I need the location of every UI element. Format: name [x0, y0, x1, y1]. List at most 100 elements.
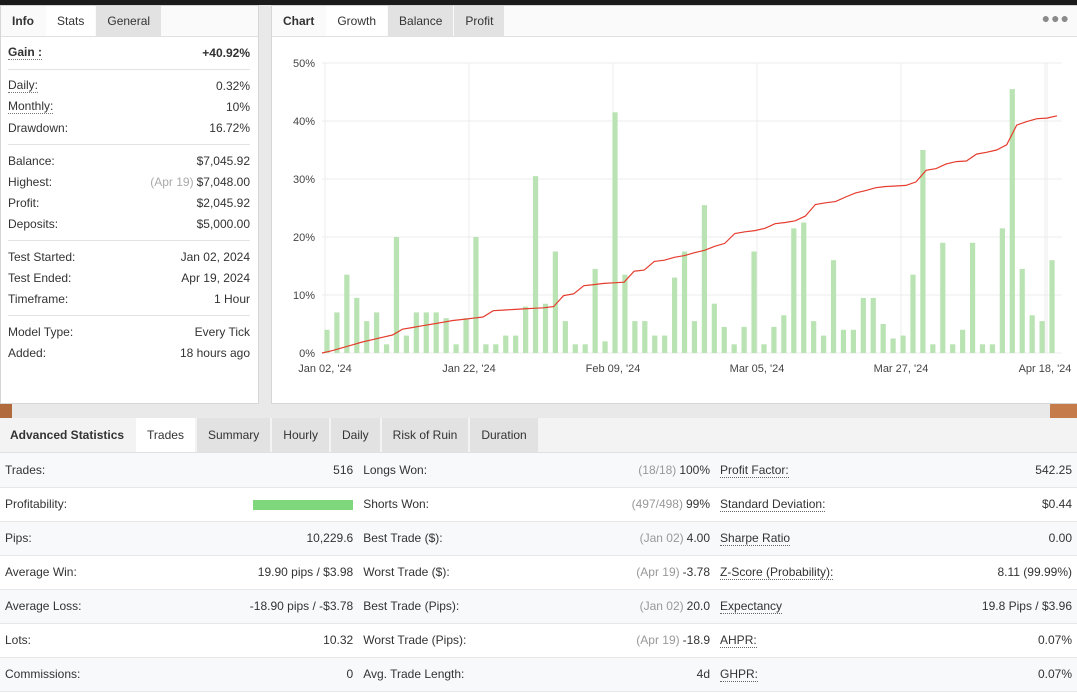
stat-value: (Apr 19) -18.9: [611, 623, 715, 657]
stat-label-text: Shorts Won:: [363, 497, 430, 511]
advanced-stats-table: Trades: 516 Longs Won: (18/18) 100% Profit Fa…: [0, 453, 1077, 692]
stat-value: (18/18) 100%: [611, 453, 715, 487]
test-ended-row: Test Ended: Apr 19, 2024: [8, 267, 250, 288]
stat-label-text[interactable]: Z-Score (Probability):: [720, 565, 834, 580]
chart-bar: [999, 228, 1005, 353]
divider: [8, 240, 250, 241]
gain-label[interactable]: Gain :: [8, 45, 43, 60]
tab-chart[interactable]: Chart: [272, 6, 327, 36]
profit-value: $2,045.92: [196, 195, 250, 210]
chart-bar: [1039, 321, 1045, 353]
chart-bar: [791, 228, 797, 353]
chart-bar: [453, 344, 459, 353]
stat-value-text: 10.32: [323, 633, 354, 647]
stat-label-text: Avg. Trade Length:: [363, 667, 465, 681]
stat-value-text: 0.07%: [1037, 633, 1072, 647]
chart-bar: [811, 321, 817, 353]
balance-value: $7,045.92: [196, 153, 250, 168]
stat-label: AHPR:: [715, 623, 958, 657]
stat-label-text[interactable]: AHPR:: [720, 633, 757, 648]
stat-label-text[interactable]: Standard Deviation:: [720, 497, 826, 512]
chart-bar: [850, 329, 856, 353]
tab-growth[interactable]: Growth: [326, 6, 389, 36]
daily-row: Daily: 0.32%: [8, 75, 250, 96]
stat-value: 19.8 Pips / $3.96: [958, 589, 1077, 623]
stat-label: GHPR:: [715, 657, 958, 691]
chart-bar: [940, 242, 946, 353]
stat-label-text[interactable]: Profit Factor:: [720, 462, 789, 478]
chart-bar: [592, 268, 598, 353]
tab-hourly[interactable]: Hourly: [272, 418, 331, 452]
stat-label-text[interactable]: Expectancy: [720, 599, 783, 614]
chart-bar: [920, 150, 926, 353]
chart-bar: [602, 341, 608, 353]
chart-bar: [364, 321, 370, 353]
stat-label-text[interactable]: GHPR:: [720, 667, 759, 682]
stat-value-text: -18.9: [682, 633, 711, 647]
chart-bar: [880, 324, 886, 353]
chart-bar: [860, 297, 866, 353]
background-fragment: [0, 402, 12, 418]
daily-label[interactable]: Daily:: [8, 78, 39, 93]
chart-bar: [612, 112, 618, 353]
tab-duration[interactable]: Duration: [470, 418, 540, 452]
tab-trades[interactable]: Trades: [136, 418, 197, 452]
stat-label-text: Lots:: [5, 633, 32, 647]
chart-bar: [771, 326, 777, 353]
tab-stats[interactable]: Stats: [46, 6, 97, 36]
profit-label: Profit:: [8, 195, 40, 210]
tab-balance[interactable]: Balance: [388, 6, 455, 36]
stat-label-text[interactable]: Sharpe Ratio: [720, 531, 791, 546]
stat-label-text: Worst Trade ($):: [363, 565, 450, 579]
tab-general[interactable]: General: [96, 6, 163, 36]
stat-detail: (497/498): [631, 497, 683, 511]
stat-label: Standard Deviation:: [715, 487, 958, 521]
x-tick-label: Feb 09, '24: [586, 363, 641, 375]
chart-bar: [741, 326, 747, 353]
chart-bar: [344, 274, 350, 353]
background-fragment: [1050, 402, 1077, 418]
stat-value: 8.11 (99.99%): [958, 555, 1077, 589]
stat-label: Best Trade (Pips):: [358, 589, 611, 623]
chart-bar: [542, 303, 549, 353]
stat-value: (Jan 02) 4.00: [611, 521, 715, 555]
stat-label: Commissions:: [0, 657, 245, 691]
chart-bar: [930, 344, 936, 353]
chart-bar: [900, 335, 906, 353]
stat-value-text: -18.90 pips / -$3.78: [249, 599, 354, 613]
chart-bar: [493, 344, 499, 353]
timeframe-value: 1 Hour: [213, 291, 250, 306]
chart-bar: [979, 344, 986, 353]
tab-risk-of-ruin[interactable]: Risk of Ruin: [381, 418, 471, 452]
chart-bar: [423, 312, 429, 353]
stat-value-text: 100%: [679, 462, 711, 477]
tab-summary[interactable]: Summary: [196, 418, 273, 452]
stat-label: Avg. Trade Length:: [358, 657, 611, 691]
stat-value: -18.90 pips / -$3.78: [245, 589, 358, 623]
tab-daily[interactable]: Daily: [330, 418, 382, 452]
chart-bar: [642, 321, 648, 353]
stat-label: Average Win:: [0, 555, 245, 589]
chart-bar: [562, 321, 568, 353]
stat-value: $0.44: [958, 487, 1077, 521]
x-tick-label: Mar 05, '24: [730, 363, 785, 375]
stat-value-text: $0.44: [1041, 497, 1072, 511]
chart-bar: [652, 335, 658, 353]
balance-label: Balance:: [8, 153, 55, 168]
table-row: Profitability: Shorts Won: (497/498) 99% Sta…: [0, 487, 1077, 521]
deposits-value: $5,000.00: [196, 216, 250, 231]
monthly-label[interactable]: Monthly:: [8, 99, 54, 114]
table-row: Lots: 10.32 Worst Trade (Pips): (Apr 19) -18…: [0, 623, 1077, 657]
chart-bar: [572, 344, 578, 353]
tab-info[interactable]: Info: [1, 6, 46, 36]
advanced-tabbar: Advanced Statistics Trades Summary Hourl…: [0, 418, 1077, 453]
chart-bar: [691, 321, 698, 353]
stat-value-text: 0.00: [1048, 531, 1072, 545]
y-tick-label: 30%: [293, 174, 315, 186]
stat-detail: (Jan 02): [639, 531, 684, 545]
stat-label: Best Trade ($):: [358, 521, 611, 555]
added-label: Added:: [8, 345, 47, 360]
stat-value-text: 19.90 pips / $3.98: [257, 565, 354, 579]
more-dots-icon[interactable]: ●●●: [1041, 10, 1070, 26]
tab-profit[interactable]: Profit: [454, 6, 506, 36]
